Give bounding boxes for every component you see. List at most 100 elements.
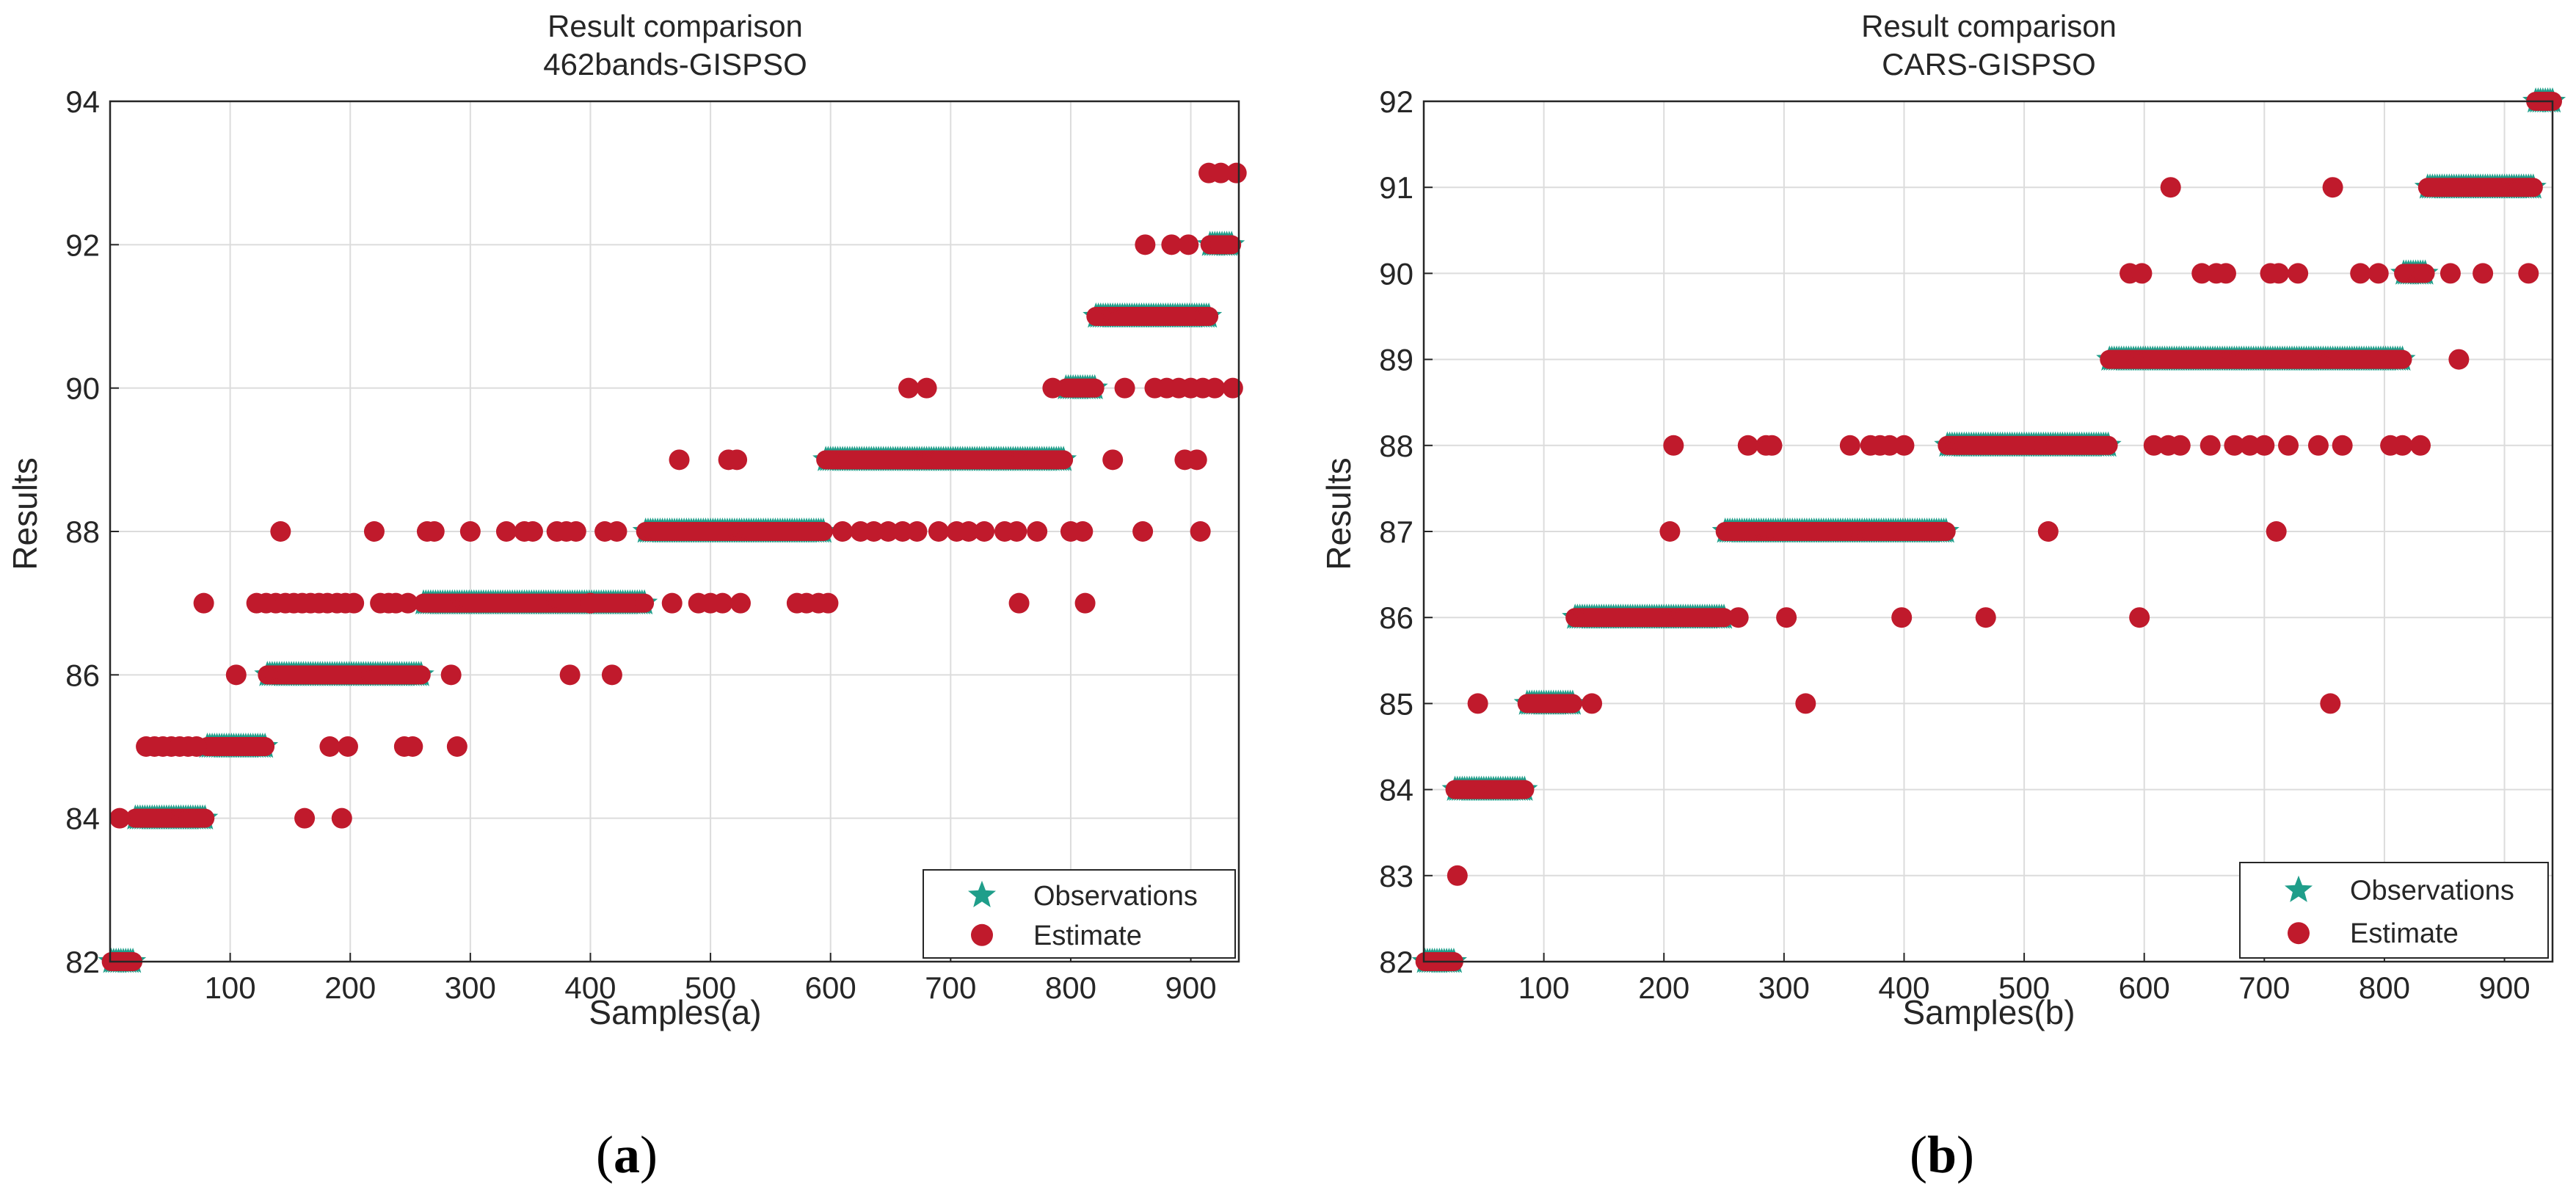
chart-a-estimate-point [601,664,622,686]
chart-a-estimate-point [397,592,418,614]
chart-a-x-tick-label: 700 [925,970,976,1005]
chart-a-estimate-point [446,736,467,757]
chart-a-estimate-point [580,592,601,614]
chart-a-estimate-point [892,521,913,542]
chart-b-estimate-point [2266,521,2287,542]
chart-b-y-tick-label: 90 [1379,256,1413,291]
chart-b-x-tick-label: 900 [2479,970,2530,1005]
chart-a-estimate-point [1027,521,1048,542]
chart-b-y-tick-label: 91 [1379,170,1413,205]
chart-a-estimate-point [712,592,733,614]
chart-b-estimate-point [1562,694,1582,714]
chart-b-estimate-point [2410,435,2431,456]
chart-a-estimate-point [1161,234,1182,255]
chart-b-x-tick-label: 600 [2119,970,2170,1005]
chart-b-x-tick-label: 700 [2238,970,2290,1005]
chart-b-estimate-point [1582,693,1603,714]
chart-b-estimate-point [2131,263,2153,284]
chart-a-estimate-point [565,521,586,542]
chart-b-legend-box [2239,862,2549,959]
chart-a-estimate-point [294,807,316,829]
chart-a-x-tick-label: 900 [1165,970,1217,1005]
chart-a-estimate-point [1190,521,1211,542]
chart-b-estimate-point [2307,435,2329,456]
chart-a-estimate-point [1199,307,1219,326]
chart-a-y-tick-label: 88 [65,515,100,549]
chart-b-x-tick-label: 500 [1998,970,2050,1005]
chart-a-title: Result comparison [547,9,803,43]
chart-a-estimate-point [1178,234,1199,255]
chart-a-estimate-point [423,521,445,542]
chart-a-estimate-point [1135,234,1156,255]
chart-a-estimate-point [1008,592,1030,614]
chart-b-y-tick-label: 89 [1379,343,1413,377]
chart-b-estimate-point [2523,178,2543,197]
chart-a-estimate-point [402,736,423,757]
chart-b-estimate-point [1891,607,1913,628]
chart-a-estimate-point [1102,449,1124,471]
chart-b-y-tick-label: 84 [1379,773,1413,807]
chart-b-legend-observations-label: Observations [2350,876,2514,907]
chart-b-y-tick-label: 92 [1379,84,1413,119]
chart-a-estimate-point [459,521,481,542]
chart-a-estimate-point [928,521,949,542]
chart-a-estimate-point [1114,377,1135,399]
chart-b-estimate-point [2320,693,2341,714]
chart-b-estimate-point [2448,349,2470,370]
chart-a-estimate-point [225,664,247,686]
chart-a-estimate-point [495,521,517,542]
chart-a-estimate-point [898,377,920,399]
chart-a-x-tick-label: 800 [1045,970,1096,1005]
chart-a-estimate-point [343,592,365,614]
chart-a-estimate-point [1210,162,1231,184]
chart-a-estimate-point [1085,378,1105,398]
chart-a-estimate-point [1072,521,1094,542]
chart-a-estimate-point [906,521,928,542]
chart-a-estimate-point [1042,377,1063,399]
chart-b-estimate-point [2200,435,2221,456]
chart-b-estimate-point [1663,435,1684,456]
chart-a-caption: (a) [596,1125,658,1184]
chart-a-estimate-point [1222,377,1243,399]
chart-a-estimate-point [1226,162,1247,184]
chart-b-estimate-point [2392,435,2413,456]
chart-b-xlabel: Samples(b) [1902,993,2075,1031]
chart-a-subtitle: 462bands-GISPSO [543,47,807,81]
chart-b-estimate-point [1447,865,1468,886]
chart-a-estimate-point [669,449,690,471]
chart-b-estimate-point [2254,435,2275,456]
chart-a-x-tick-label: 300 [445,970,496,1005]
chart-b-estimate-point [2415,264,2435,283]
chart-b-y-tick-label: 86 [1379,600,1413,635]
chart-a-estimate-point [727,449,748,471]
chart-b: Result comparison CARS-GISPSO Samples(b)… [1320,9,2566,1031]
chart-b-estimate-point [1467,693,1488,714]
chart-a-axes-box [109,100,1240,963]
chart-a-estimate-point [958,521,979,542]
chart-a-estimate-point [522,521,543,542]
chart-b-caption-text: b [1926,1125,1957,1184]
chart-b-estimate-point [2278,435,2299,456]
chart-a-y-tick-label: 84 [65,802,100,836]
chart-a-estimate-point [1074,592,1096,614]
chart-b-x-tick-label: 800 [2359,970,2410,1005]
chart-b-estimate-point [2332,435,2353,456]
chart-a-estimate-point [878,521,899,542]
chart-a-estimate-point [331,807,352,829]
chart-a-estimate-point [916,377,937,399]
chart-b-estimate-point [2518,263,2539,284]
chart-a-estimate-point [635,593,655,613]
chart-b-caption: (b) [1910,1125,1975,1184]
chart-b-y-tick-label: 87 [1379,515,1413,549]
chart-b-estimate-point [2368,263,2389,284]
chart-b-x-tick-label: 300 [1758,970,1810,1005]
chart-a-estimate-point [813,522,833,541]
chart-b-estimate-point [2160,177,2181,198]
chart-a-x-tick-label: 200 [324,970,376,1005]
chart-a-estimate-point [186,736,207,757]
chart-b-estimate-point [2239,435,2260,456]
chart-a-estimate-point [863,521,884,542]
chart-a-legend-estimate-label: Estimate [1033,921,1142,951]
chart-b-estimate-point [2215,263,2236,284]
